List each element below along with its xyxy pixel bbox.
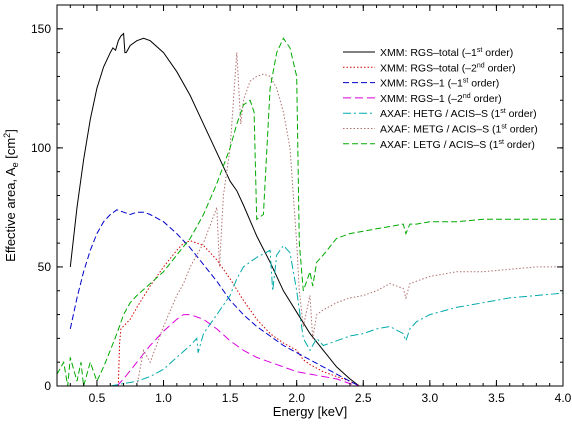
y-tick-label: 100 xyxy=(31,141,51,155)
y-axis-label-sup: 2 xyxy=(2,133,12,138)
legend-entry-3: XMM: RGS–1 (–2nd order) xyxy=(380,93,502,105)
y-axis-label-main: Effective area, A xyxy=(3,167,18,262)
y-axis-label: Effective area, Ae [cm2] xyxy=(2,129,20,262)
x-tick-label: 1.5 xyxy=(222,391,239,405)
y-axis-label-unit: [cm xyxy=(3,138,18,163)
y-axis-label-close: ] xyxy=(3,129,18,133)
legend-entry-2: XMM: RGS–1 (–1st order) xyxy=(380,78,499,90)
legend-entry-0: XMM: RGS–total (–1st order) xyxy=(380,47,513,59)
x-tick-label: 2.5 xyxy=(355,391,372,405)
x-tick-label: 3.0 xyxy=(421,391,438,405)
legend-entry-6: AXAF: LETG / ACIS–S (1st order) xyxy=(380,139,535,151)
series-line-2 xyxy=(69,209,360,387)
series-line-4 xyxy=(110,244,564,387)
x-tick-label: 1.0 xyxy=(155,391,172,405)
series-line-6 xyxy=(56,37,563,387)
y-axis-label-sub: e xyxy=(10,162,20,167)
legend-entry-5: AXAF: METG / ACIS–S (1st order) xyxy=(380,124,538,136)
x-axis-label: Energy [keV] xyxy=(273,404,347,419)
x-tick-label: 2.0 xyxy=(288,391,305,405)
series-line-0 xyxy=(69,32,360,387)
x-tick-label: 3.5 xyxy=(488,391,505,405)
y-tick-label: 50 xyxy=(38,260,52,274)
x-tick-label: 4.0 xyxy=(555,391,572,405)
y-tick-label: 150 xyxy=(31,22,51,36)
y-tick-label: 0 xyxy=(44,379,51,393)
series-layer xyxy=(56,32,564,387)
legend-entry-4: AXAF: HETG / ACIS–S (1st order) xyxy=(380,108,537,120)
ticks-layer: 0.5 1.0 1.5 2.0 2.5 3.0 3.5 4.0 0 50 100 150 xyxy=(31,4,572,405)
legend-entry-1: XMM: RGS–total (–2nd order) xyxy=(380,62,516,74)
legend: XMM: RGS–total (–1st order) XMM: RGS–tota… xyxy=(343,47,538,151)
x-tick-label: 0.5 xyxy=(89,391,106,405)
series-line-1 xyxy=(117,240,360,387)
